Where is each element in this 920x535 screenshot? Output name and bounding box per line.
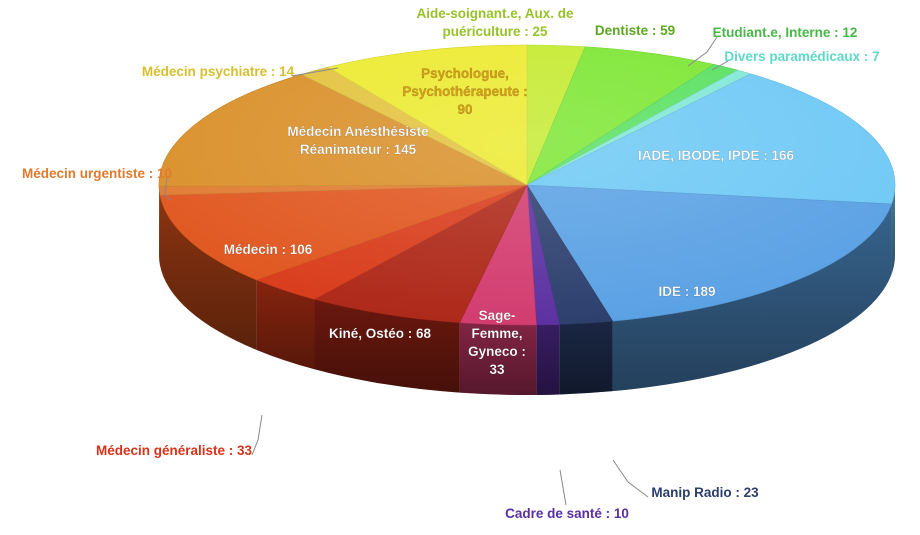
slice-label-10: Médecin généraliste : 33: [96, 443, 253, 458]
leader-line-12: [164, 177, 171, 201]
slice-label-line: Aide-soignant.e, Aux. de: [416, 6, 574, 21]
slice-label-line: Manip Radio : 23: [651, 485, 759, 500]
pie-side-shade-4: [891, 185, 896, 275]
slice-label-line: Cadre de santé : 10: [505, 506, 629, 521]
slice-label-8: Sage- Femme, Gyneco : 33: [468, 308, 526, 377]
slice-label-line: Médecin psychiatre : 14: [142, 64, 295, 79]
slice-label-line: Médecin : 106: [224, 242, 313, 257]
slice-label-line: Femme,: [471, 326, 522, 341]
pie-side-shade-7: [536, 324, 560, 395]
slice-label-line: Médecin urgentiste : 10: [22, 166, 172, 181]
slice-label-7: Cadre de santé : 10: [505, 506, 629, 521]
slice-label-9: Kiné, Ostéo : 68: [329, 326, 432, 341]
slice-label-12: Médecin urgentiste : 10: [22, 166, 172, 181]
pie-side-shade-8: [459, 322, 537, 395]
slice-label-13: Médecin Anésthésiste Réanimateur : 145: [287, 124, 429, 157]
slice-label-line: Gyneco :: [468, 344, 526, 359]
leader-line-2: [687, 36, 718, 67]
slice-label-line: Médecin Anésthésiste: [287, 124, 429, 139]
pie-top: [158, 44, 896, 326]
slice-label-line: Sage-: [479, 308, 516, 323]
slice-label-6: Manip Radio : 23: [651, 485, 759, 500]
slice-label-3: Divers paramédicaux : 7: [724, 49, 879, 64]
slice-label-line: Psychologue,: [421, 66, 509, 81]
slice-label-1: Dentiste : 59: [595, 23, 675, 38]
slice-label-line: puériculture : 25: [442, 24, 548, 39]
pie-side-shade-9: [314, 299, 460, 393]
leader-line-6: [612, 459, 649, 498]
slice-label-line: 90: [457, 102, 472, 117]
leader-line-10: [251, 414, 263, 456]
slice-label-5: IDE : 189: [658, 284, 715, 299]
leader-line-14: [291, 67, 339, 77]
pie-side-shade-11: [159, 195, 257, 350]
slice-label-line: Kiné, Ostéo : 68: [329, 326, 432, 341]
slice-label-line: Psychothérapeute :: [402, 84, 527, 99]
slice-label-line: Dentiste : 59: [595, 23, 675, 38]
slice-label-line: Divers paramédicaux : 7: [724, 49, 879, 64]
leader-line-3: [711, 60, 729, 71]
slice-label-11: Médecin : 106: [224, 242, 313, 257]
pie-side-shade-6: [559, 321, 613, 395]
slice-label-4: IADE, IBODE, IPDE : 166: [638, 148, 795, 163]
leader-line-7: [559, 469, 567, 506]
slice-label-0: Aide-soignant.e, Aux. de puériculture : 2…: [416, 6, 574, 39]
slice-label-line: Médecin généraliste : 33: [96, 443, 253, 458]
slice-label-line: Réanimateur : 145: [300, 142, 417, 157]
pie-side-shade-10: [256, 279, 315, 370]
slice-label-2: Etudiant.e, Interne : 12: [713, 25, 858, 40]
pie-labels: Aide-soignant.e, Aux. de puériculture : 2…: [22, 6, 880, 521]
slice-label-line: IADE, IBODE, IPDE : 166: [638, 148, 795, 163]
pie-side-shade-5: [612, 204, 892, 392]
slice-label-14: Médecin psychiatre : 14: [142, 64, 295, 79]
pie-side-walls: [159, 185, 896, 395]
slice-label-line: 33: [489, 362, 505, 377]
slice-label-line: Etudiant.e, Interne : 12: [713, 25, 858, 40]
pie-gloss: [159, 45, 895, 325]
pie-side-shade-12: [159, 186, 160, 266]
slice-label-15: Psychologue, Psychothérapeute : 90: [402, 66, 527, 117]
slice-label-line: IDE : 189: [658, 284, 715, 299]
